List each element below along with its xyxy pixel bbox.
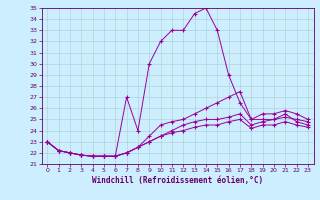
X-axis label: Windchill (Refroidissement éolien,°C): Windchill (Refroidissement éolien,°C) bbox=[92, 176, 263, 185]
